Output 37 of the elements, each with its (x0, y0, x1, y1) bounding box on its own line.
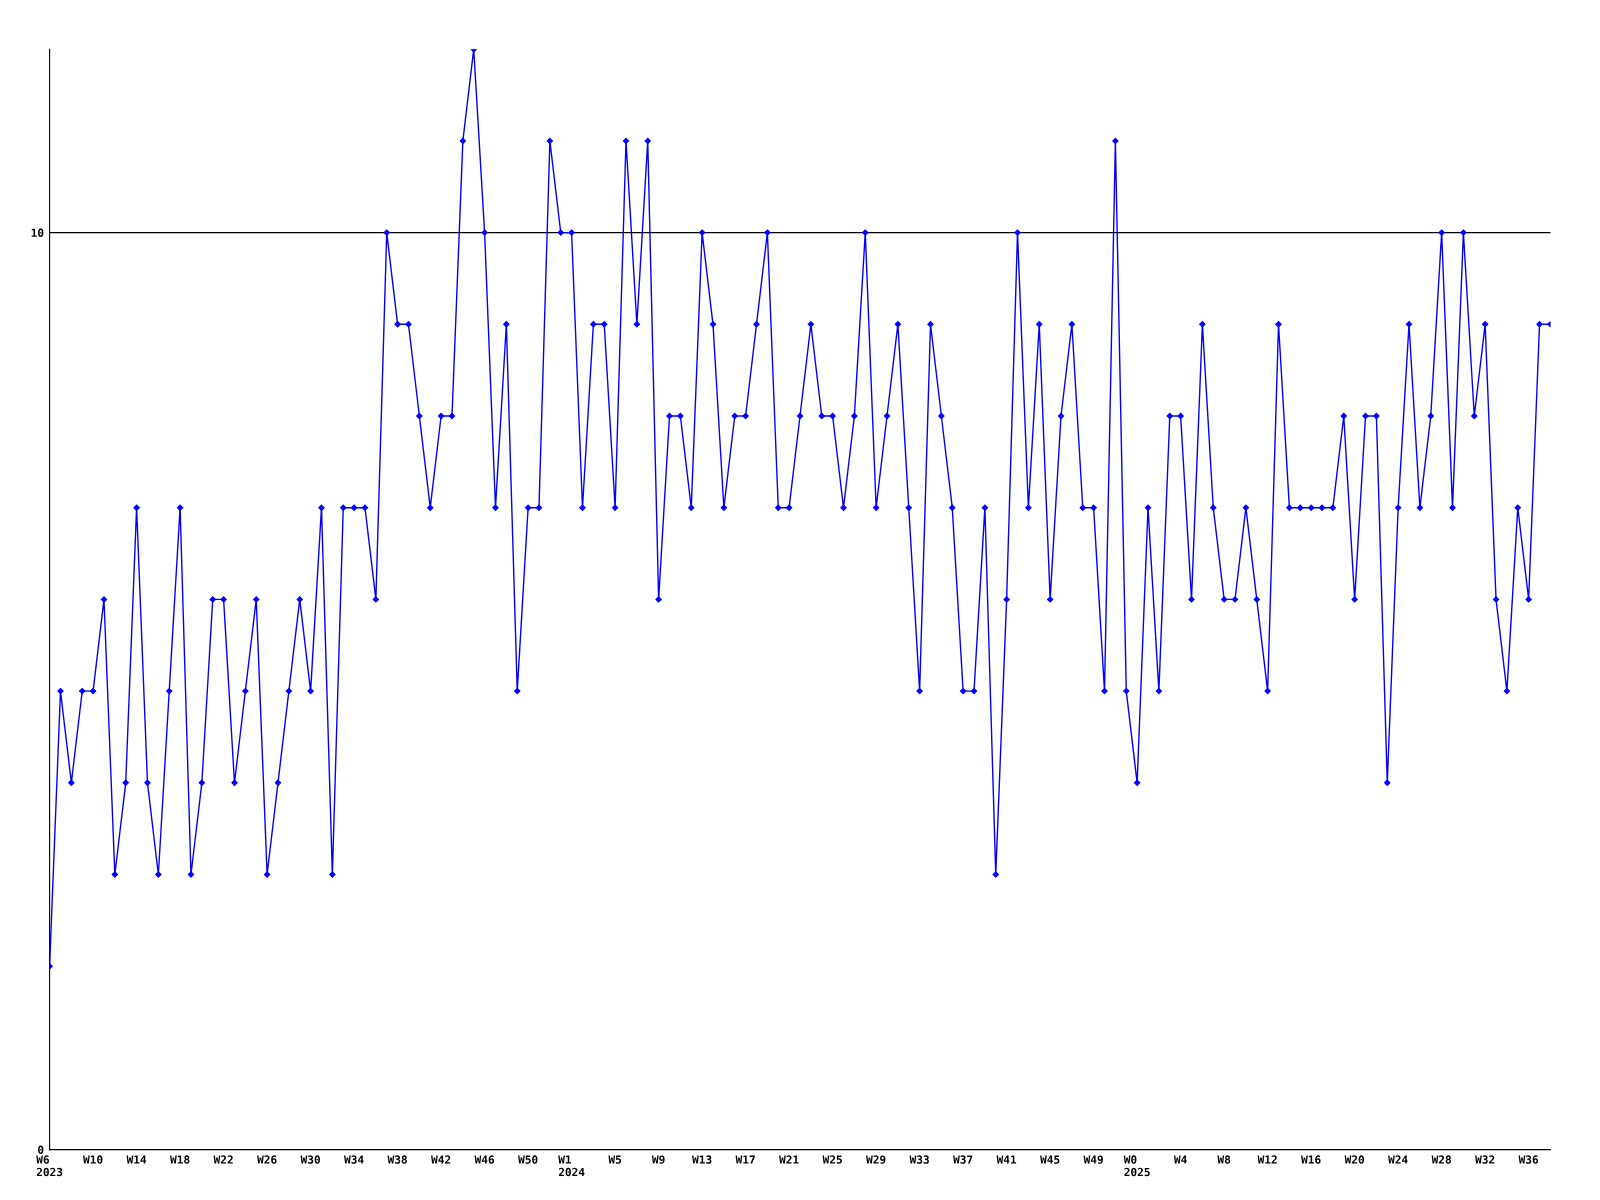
x-tick-label: W34 (344, 1155, 364, 1164)
x-tick-label: W25 (822, 1155, 842, 1164)
x-tick-label: W10 (83, 1155, 103, 1164)
x-tick-label: W46 (474, 1155, 495, 1164)
x-tick-label: W6 2023 (36, 1155, 63, 1177)
x-tick-label: W30 (300, 1155, 320, 1164)
x-tick-label: W38 (387, 1155, 407, 1164)
x-tick-label: W0 2025 (1123, 1155, 1150, 1177)
x-tick-label: W8 (1217, 1155, 1231, 1164)
x-tick-label: W18 (170, 1155, 190, 1164)
x-tick-label: W49 (1083, 1155, 1103, 1164)
x-tick-label: W33 (909, 1155, 929, 1164)
x-tick-label: W42 (431, 1155, 451, 1164)
x-tick-label: W16 (1301, 1155, 1321, 1164)
x-tick-label: W4 (1173, 1155, 1187, 1164)
x-tick-label: W9 (651, 1155, 665, 1164)
x-tick-label: W45 (1040, 1155, 1060, 1164)
x-tick-label: W17 (735, 1155, 755, 1164)
x-tick-label: W50 (518, 1155, 538, 1164)
x-tick-label: W28 (1431, 1155, 1451, 1164)
x-tick-label: W29 (866, 1155, 886, 1164)
x-tick-label: W41 (996, 1155, 1017, 1164)
x-tick-label: W37 (953, 1155, 973, 1164)
x-tick-label: W22 (213, 1155, 233, 1164)
y-tick-label: 10 (31, 228, 44, 237)
x-tick-label: W13 (692, 1155, 712, 1164)
x-tick-label: W21 (779, 1155, 799, 1164)
x-tick-label: W24 (1388, 1155, 1408, 1164)
x-tick-label: W5 (608, 1155, 622, 1164)
x-tick-label: W1 2024 (558, 1155, 585, 1177)
x-tick-label: W14 (126, 1155, 147, 1164)
x-tick-label: W26 (257, 1155, 277, 1164)
x-tick-label: W20 (1344, 1155, 1365, 1164)
x-tick-label: W32 (1475, 1155, 1495, 1164)
y-tick-label: 0 (38, 1145, 44, 1154)
x-tick-label: W36 (1518, 1155, 1539, 1164)
x-tick-label: W12 (1257, 1155, 1277, 1164)
